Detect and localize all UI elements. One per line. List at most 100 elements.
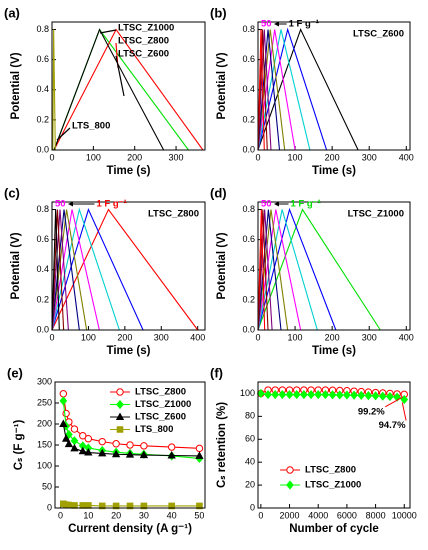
panel-title: LTSC_Z1000: [348, 209, 404, 220]
marker: [195, 451, 204, 459]
x-tick-label: 300: [169, 152, 184, 162]
y-tick-label: 0.4: [242, 264, 255, 274]
marker: [59, 396, 68, 406]
annotation: 1 F g⁻¹: [96, 199, 126, 210]
y-tick-label: 250: [37, 397, 52, 407]
marker: [195, 444, 204, 453]
marker: [71, 502, 78, 509]
marker: [196, 502, 203, 510]
y-axis-label: Cₛ (F g⁻¹): [13, 420, 25, 471]
y-axis-label: Cₛ retention (%): [216, 402, 228, 488]
marker: [85, 502, 92, 509]
series-line: [257, 209, 266, 331]
y-axis-label: Potential (V): [10, 52, 22, 119]
y-tick-label: 0.6: [242, 234, 255, 244]
x-tick-label: 100: [288, 332, 303, 342]
panel-title: LTSC_Z800: [148, 209, 199, 220]
x-tick-label: 300: [362, 152, 377, 162]
marker: [321, 390, 330, 400]
marker: [357, 390, 366, 400]
x-axis-label: Number of cycle: [289, 523, 378, 535]
series-line: [257, 209, 282, 331]
legend-marker: [286, 480, 294, 490]
panel-label: (d): [210, 185, 227, 200]
marker: [62, 409, 70, 418]
label-arrow: [115, 55, 125, 97]
x-tick-label: 300: [154, 332, 169, 342]
marker: [79, 502, 87, 509]
marker: [112, 502, 120, 510]
legend-marker: [116, 388, 124, 396]
y-tick-label: 0.6: [36, 54, 49, 64]
marker: [140, 502, 148, 510]
y-tick-label: 0.0: [242, 324, 255, 334]
x-tick-label: 6000: [337, 510, 357, 520]
y-tick-label: 0.2: [36, 114, 49, 124]
annotation: 99.2%: [358, 406, 385, 417]
x-tick-label: 0: [255, 332, 260, 342]
marker: [386, 391, 394, 402]
y-tick-label: 0.2: [242, 114, 255, 124]
x-tick-label: 8000: [366, 510, 386, 520]
series-label: LTSC_Z600: [118, 49, 169, 60]
x-tick-label: 200: [117, 332, 132, 342]
legend-marker: [286, 466, 294, 474]
y-tick-label: 0.2: [36, 294, 49, 304]
marker: [350, 390, 358, 400]
y-axis-label: Potential (V): [216, 232, 228, 299]
y-tick-label: 0.4: [36, 84, 49, 94]
annotation-arrowhead: [274, 201, 279, 207]
marker: [167, 443, 176, 451]
x-tick-label: 10000: [392, 510, 417, 520]
annotation: 50: [261, 199, 272, 210]
x-tick-label: 0: [258, 510, 263, 520]
legend-marker: [116, 426, 124, 433]
marker: [371, 391, 380, 401]
x-tick-label: 200: [325, 152, 340, 162]
series-line: [257, 27, 328, 151]
marker: [314, 390, 323, 400]
x-tick-label: 200: [127, 152, 142, 162]
series-line: [257, 29, 272, 151]
series-line: [51, 209, 69, 331]
y-tick-label: 0.8: [36, 24, 49, 34]
x-tick-label: 200: [325, 332, 340, 342]
series-line: [257, 209, 289, 331]
y-tick-label: 0.8: [36, 204, 49, 214]
y-tick-label: 60: [245, 434, 255, 444]
y-tick-label: 300: [37, 376, 52, 386]
marker: [84, 435, 93, 443]
marker: [278, 390, 287, 400]
y-tick-label: 20: [245, 479, 255, 489]
y-tick-label: 0.8: [242, 204, 255, 214]
marker: [300, 390, 308, 400]
plot-frame: [51, 21, 206, 151]
marker: [140, 442, 148, 450]
panel-label: (c): [4, 185, 20, 200]
marker: [125, 450, 135, 458]
series-line: [257, 29, 286, 151]
x-tick-label: 4000: [308, 510, 328, 520]
y-tick-label: 0.6: [242, 54, 255, 64]
y-axis-label: Potential (V): [216, 52, 228, 119]
annotation: 50: [55, 199, 66, 210]
y-tick-label: 100: [240, 388, 255, 398]
series-line: [51, 208, 199, 331]
marker: [112, 440, 120, 448]
panel-title: LTSC_Z600: [353, 29, 404, 40]
series-line: [52, 29, 56, 151]
marker: [65, 501, 73, 509]
panel-label: (e): [7, 365, 23, 380]
legend-marker: [116, 399, 124, 410]
x-tick-label: 300: [362, 332, 377, 342]
marker: [264, 390, 272, 400]
legend-label: LTSC_Z800: [305, 465, 356, 476]
marker: [168, 502, 175, 510]
plot-frame: [257, 201, 411, 331]
series-line: [257, 29, 265, 151]
marker: [285, 390, 294, 400]
marker: [98, 448, 107, 457]
legend-label: LTSC_Z1000: [135, 399, 191, 410]
series-line: [257, 28, 359, 151]
series-line: [51, 209, 80, 331]
